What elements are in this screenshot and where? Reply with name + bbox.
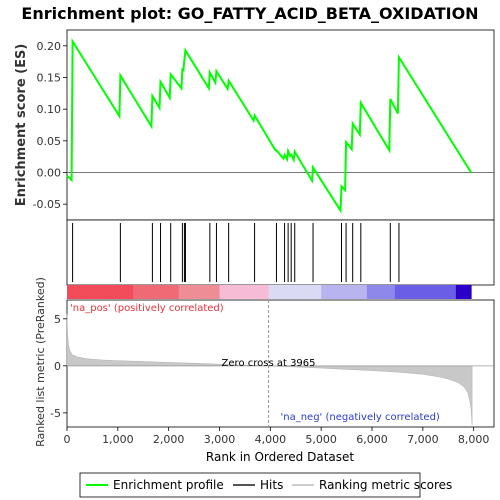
gradient-segment [367,285,395,299]
metric-ytick-label: 5 [54,313,61,326]
gradient-segment [67,285,134,299]
zero-cross-label: Zero cross at 3965 [222,358,316,369]
metric-ytick-label: -5 [50,407,61,420]
es-panel-frame [67,30,494,220]
legend-label-enrichment: Enrichment profile [113,478,224,492]
es-axis-label: Enrichment score (ES) [14,44,29,207]
metric-axis-label: Ranked list metric (PreRanked) [34,277,47,447]
x-tick-label: 3,000 [204,433,236,446]
legend-label-metric: Ranking metric scores [319,478,452,492]
gradient-segment [133,285,179,299]
gradient-segment [220,285,270,299]
hits-panel-frame [67,220,494,285]
x-tick-label: 1,000 [102,433,134,446]
es-ytick-label: 0.10 [37,103,62,116]
es-ytick-label: 0.15 [37,72,62,85]
legend-label-hits: Hits [260,478,283,492]
legend: Enrichment profile Hits Ranking metric s… [80,473,452,497]
gradient-segment [395,285,457,299]
hits-panel [67,220,494,285]
x-tick-label: 6,000 [356,433,388,446]
chart-title: Enrichment plot: GO_FATTY_ACID_BETA_OXID… [21,4,478,23]
gradient-segment [179,285,220,299]
es-ytick-label: 0.05 [37,135,62,148]
negative-correlation-label: 'na_neg' (negatively correlated) [281,412,440,423]
gradient-segment [321,285,367,299]
x-tick-label: 8,000 [458,433,490,446]
x-tick-label: 5,000 [305,433,337,446]
gradient-segment [456,285,472,299]
x-tick-label: 4,000 [255,433,287,446]
x-tick-label: 7,000 [407,433,439,446]
x-axis-label: Rank in Ordered Dataset [206,450,354,464]
es-ytick-label: 0.20 [37,40,62,53]
es-panel: -0.05 0.00 0.05 0.10 0.15 0.20 [33,30,494,220]
metric-panel: Zero cross at 3965 'na_pos' (positively … [50,300,494,427]
metric-ytick-label: 0 [54,360,61,373]
x-tick-label: 2,000 [153,433,185,446]
rank-gradient-bar [67,285,472,299]
x-tick-label: 0 [64,433,71,446]
gradient-segment [269,285,322,299]
es-ytick-label: -0.05 [33,198,61,211]
positive-correlation-label: 'na_pos' (positively correlated) [70,303,224,314]
es-ytick-label: 0.00 [37,167,62,180]
